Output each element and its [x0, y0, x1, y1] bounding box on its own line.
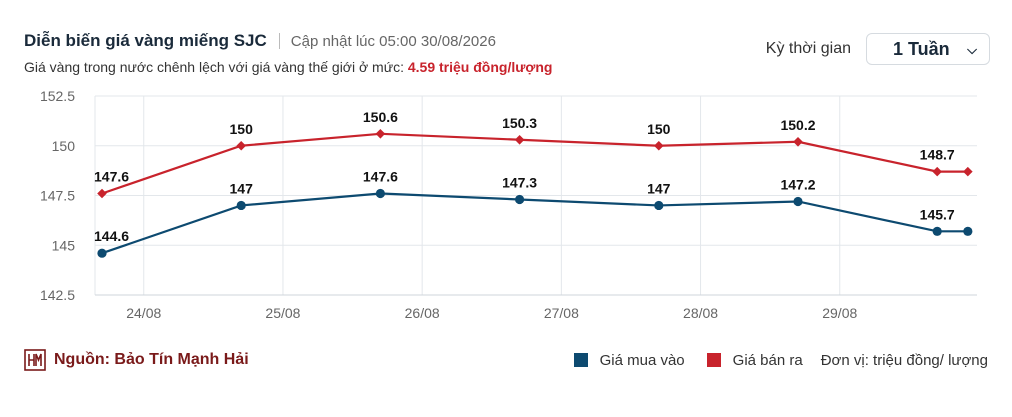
title-separator: [278, 33, 280, 49]
data-point-sell: [654, 140, 664, 151]
data-point-sell: [236, 140, 246, 151]
title-row: Diễn biến giá vàng miếng SJC Cập nhật lú…: [24, 30, 988, 52]
data-point-buy: [963, 226, 973, 236]
data-label-buy: 147.6: [363, 169, 398, 185]
data-point-buy: [515, 194, 525, 205]
legend-label-buy: Giá mua vào: [599, 351, 685, 369]
data-point-sell: [793, 136, 803, 147]
chart-header: Diễn biến giá vàng miếng SJC Cập nhật lú…: [24, 30, 988, 75]
data-label-buy: 147: [230, 180, 254, 196]
update-timestamp: Cập nhật lúc 05:00 30/08/2026: [290, 32, 496, 50]
price-gap-prefix: Giá vàng trong nước chênh lệch với giá v…: [24, 59, 404, 75]
data-point-sell: [963, 166, 973, 177]
y-tick-label: 152.5: [40, 88, 75, 104]
data-point-buy: [793, 196, 803, 207]
data-label-sell: 148.7: [920, 147, 955, 163]
y-tick-label: 150: [52, 138, 76, 154]
y-tick-label: 147.5: [40, 188, 75, 204]
legend-swatch-sell: [706, 353, 721, 367]
x-tick-label: 26/08: [405, 305, 440, 321]
data-label-sell: 150.6: [363, 109, 398, 125]
period-label: Kỳ thời gian: [765, 40, 851, 57]
data-label-buy: 145.7: [920, 206, 955, 222]
data-point-sell: [932, 166, 942, 177]
data-label-buy: 147.2: [780, 176, 815, 192]
legend-item-sell[interactable]: Giá bán ra: [706, 351, 803, 369]
data-point-sell: [375, 129, 386, 139]
data-label-sell: 150: [230, 121, 254, 137]
bao-tin-manh-hai-logo-icon: [24, 349, 46, 371]
data-point-sell: [97, 188, 107, 199]
period-dropdown-value: 1 Tuần: [893, 38, 950, 59]
data-label-sell: 147.6: [94, 169, 129, 185]
data-point-sell: [514, 134, 525, 145]
source-text: Nguồn: Bảo Tín Mạnh Hải: [54, 351, 249, 368]
y-tick-label: 145: [52, 237, 76, 253]
unit-note: Đơn vị: triệu đồng/ lượng: [820, 351, 988, 369]
chart-title: Diễn biến giá vàng miếng SJC: [24, 31, 267, 50]
x-tick-label: 25/08: [265, 305, 300, 321]
price-gap-note: Giá vàng trong nước chênh lệch với giá v…: [24, 59, 988, 75]
x-tick-label: 27/08: [544, 305, 579, 321]
chart-legend: Giá mua vào Giá bán ra Đơn vị: triệu đồn…: [552, 352, 988, 369]
x-tick-label: 29/08: [822, 305, 857, 321]
source: Nguồn: Bảo Tín Mạnh Hải: [24, 349, 249, 371]
legend-item-buy[interactable]: Giá mua vào: [573, 351, 685, 369]
period-selector: Kỳ thời gian 1 Tuần ⌵: [766, 33, 990, 65]
data-label-buy: 147.3: [502, 174, 537, 190]
data-point-buy: [932, 226, 942, 236]
data-label-sell: 150: [647, 121, 671, 137]
data-label-sell: 150.2: [780, 117, 815, 133]
data-point-buy: [236, 200, 246, 211]
data-label-sell: 150.3: [502, 115, 537, 131]
y-tick-label: 142.5: [40, 287, 75, 303]
x-tick-label: 28/08: [683, 305, 718, 321]
data-point-buy: [654, 200, 664, 211]
data-point-buy: [97, 248, 107, 258]
series-line-buy: [101, 192, 968, 255]
chevron-down-icon: ⌵: [967, 42, 977, 57]
series-line-sell: [101, 132, 968, 195]
legend-label-sell: Giá bán ra: [732, 351, 803, 369]
price-gap-value: 4.59 triệu đồng/lượng: [407, 59, 553, 75]
data-label-buy: 147: [647, 180, 671, 196]
data-label-buy: 144.6: [94, 228, 129, 244]
data-point-buy: [375, 188, 385, 199]
legend-swatch-buy: [573, 353, 588, 367]
period-dropdown[interactable]: 1 Tuần ⌵: [866, 33, 990, 65]
chart-footer: Nguồn: Bảo Tín Mạnh Hải Giá mua vào Giá …: [24, 347, 988, 373]
x-tick-label: 24/08: [126, 305, 161, 321]
